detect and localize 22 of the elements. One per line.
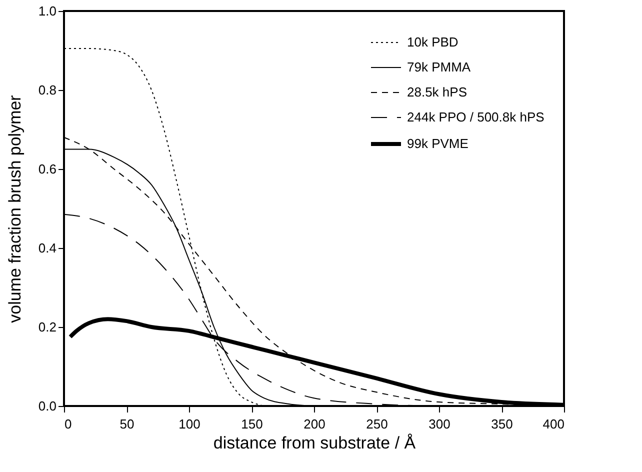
legend-label: 99k PVME <box>407 136 469 151</box>
x-tick-label: 150 <box>241 416 263 432</box>
y-tick-label: 0.8 <box>38 82 56 98</box>
x-axis-title: distance from substrate / Å <box>213 434 416 452</box>
y-tick-label: 1.0 <box>38 4 56 18</box>
x-tick-label: 100 <box>178 416 200 432</box>
x-tick-label: 0 <box>64 416 72 432</box>
y-tick-label: 0.6 <box>38 162 56 176</box>
y-tick-label: 0.2 <box>38 320 56 334</box>
y-axis-title: volume fraction brush polymer <box>5 94 24 323</box>
x-tick-label: 300 <box>428 416 450 432</box>
y-tick-label: 0.0 <box>38 398 56 414</box>
x-tick-label: 200 <box>304 416 326 432</box>
x-tick-label: 250 <box>366 416 388 432</box>
legend-label: 28.5k hPS <box>407 84 468 100</box>
legend-label: 10k PBD <box>407 34 458 50</box>
x-tick-label: 50 <box>120 416 134 432</box>
legend-label: 79k PMMA <box>407 60 471 74</box>
y-tick-label: 0.4 <box>38 240 56 256</box>
x-tick-label: 350 <box>491 416 513 432</box>
x-tick-label: 400 <box>542 416 564 432</box>
legend-label: 244k PPO / 500.8k hPS <box>407 110 545 124</box>
